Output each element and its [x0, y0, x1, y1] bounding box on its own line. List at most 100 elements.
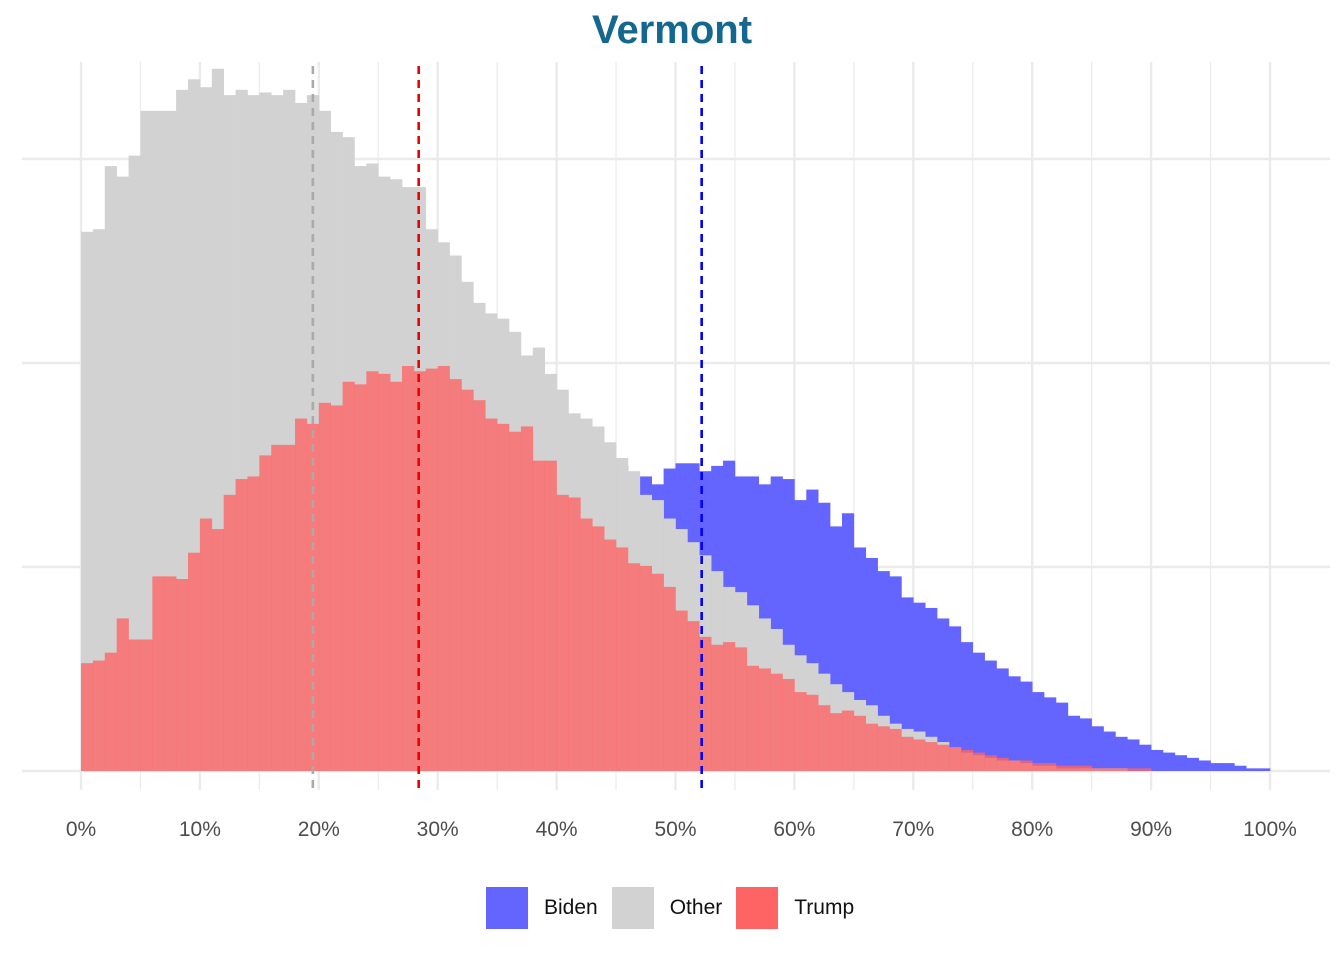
histogram-bars — [81, 68, 1271, 772]
bar-biden — [1258, 768, 1271, 771]
bar-trump — [877, 726, 890, 771]
bar-trump — [390, 381, 403, 771]
legend-swatch-trump — [736, 887, 779, 929]
bar-trump — [128, 639, 141, 771]
bar-trump — [104, 652, 117, 771]
x-tick-label: 0% — [66, 818, 96, 841]
bar-trump — [544, 460, 557, 771]
bar-trump — [627, 563, 641, 771]
series-trump — [81, 365, 1152, 771]
bar-trump — [913, 739, 926, 771]
bar-trump — [1055, 765, 1069, 771]
bar-biden — [1246, 768, 1259, 771]
bar-other — [81, 231, 94, 772]
bar-biden — [901, 597, 914, 771]
bar-trump — [449, 379, 462, 771]
bar-trump — [616, 547, 629, 771]
bar-trump — [806, 694, 819, 771]
bar-biden — [925, 607, 938, 771]
bar-trump — [1008, 760, 1021, 771]
bar-trump — [1079, 765, 1092, 771]
bar-biden — [1044, 697, 1057, 771]
bar-other — [104, 166, 117, 772]
bar-trump — [1020, 760, 1033, 771]
bar-trump — [734, 647, 748, 771]
bar-trump — [235, 479, 248, 771]
bar-trump — [1091, 768, 1104, 771]
bar-trump — [211, 529, 224, 771]
bar-trump — [568, 497, 581, 771]
bar-trump — [1032, 763, 1045, 771]
bar-biden — [1091, 726, 1104, 771]
x-tick-label: 10% — [179, 818, 221, 841]
bar-biden — [889, 576, 902, 771]
x-tick-label: 70% — [892, 818, 934, 841]
bar-trump — [1127, 768, 1140, 771]
bar-trump — [925, 742, 938, 771]
bar-trump — [818, 705, 831, 771]
bar-trump — [948, 747, 962, 771]
bar-biden — [1162, 752, 1176, 771]
bar-biden — [1186, 757, 1199, 771]
bar-trump — [402, 365, 415, 771]
bar-trump — [901, 736, 914, 771]
bar-other — [140, 110, 153, 772]
bar-biden — [1174, 755, 1188, 771]
bar-trump — [366, 371, 379, 771]
bar-trump — [592, 526, 605, 771]
bar-trump — [758, 668, 771, 771]
bar-biden — [960, 642, 974, 771]
bar-biden — [1151, 749, 1164, 771]
bar-trump — [746, 665, 760, 771]
bar-trump — [306, 423, 320, 771]
legend-item-biden: Biden — [486, 887, 598, 929]
bar-trump — [580, 518, 593, 771]
bar-trump — [461, 389, 474, 771]
bar-trump — [354, 384, 367, 771]
bar-biden — [1210, 763, 1223, 771]
bar-trump — [996, 757, 1009, 771]
bar-biden — [1055, 702, 1069, 771]
x-tick-label: 60% — [773, 818, 815, 841]
mean-lines — [311, 66, 703, 790]
bar-trump — [223, 494, 236, 771]
bar-trump — [81, 663, 94, 771]
bar-trump — [960, 749, 974, 771]
bar-biden — [1079, 718, 1092, 771]
bar-trump — [675, 610, 688, 771]
bar-trump — [473, 400, 486, 771]
bar-trump — [1115, 768, 1128, 771]
bar-other — [128, 155, 141, 771]
bar-biden — [984, 660, 997, 771]
bar-trump — [318, 402, 331, 771]
legend-item-trump: Trump — [736, 887, 854, 929]
bar-trump — [247, 476, 260, 771]
bar-trump — [1103, 768, 1116, 771]
x-tick-label: 80% — [1011, 818, 1053, 841]
bar-biden — [937, 618, 950, 771]
x-tick-label: 40% — [536, 818, 578, 841]
bar-trump — [782, 678, 795, 771]
x-axis-tick-labels: 0% 10% 20% 30% 40% 50% 60% 70% 80% 90% 100% — [66, 818, 1297, 841]
bar-trump — [830, 713, 843, 771]
chart-title: Vermont — [591, 8, 753, 52]
bar-biden — [972, 652, 985, 771]
bar-biden — [1139, 744, 1152, 771]
bar-trump — [437, 365, 450, 771]
bar-trump — [1139, 768, 1152, 771]
bar-trump — [330, 405, 343, 771]
bar-trump — [604, 539, 617, 771]
bar-biden — [1103, 731, 1116, 771]
bar-trump — [283, 444, 296, 771]
x-tick-label: 100% — [1243, 818, 1297, 841]
bar-trump — [92, 660, 106, 771]
bar-biden — [948, 626, 962, 771]
bar-trump — [164, 576, 177, 771]
bar-biden — [913, 602, 926, 771]
legend: Biden Other Trump — [486, 886, 868, 930]
bar-trump — [199, 518, 213, 771]
bar-trump — [794, 692, 807, 771]
bar-trump — [770, 673, 783, 771]
bar-biden — [1198, 760, 1211, 771]
legend-item-other: Other — [611, 887, 722, 929]
